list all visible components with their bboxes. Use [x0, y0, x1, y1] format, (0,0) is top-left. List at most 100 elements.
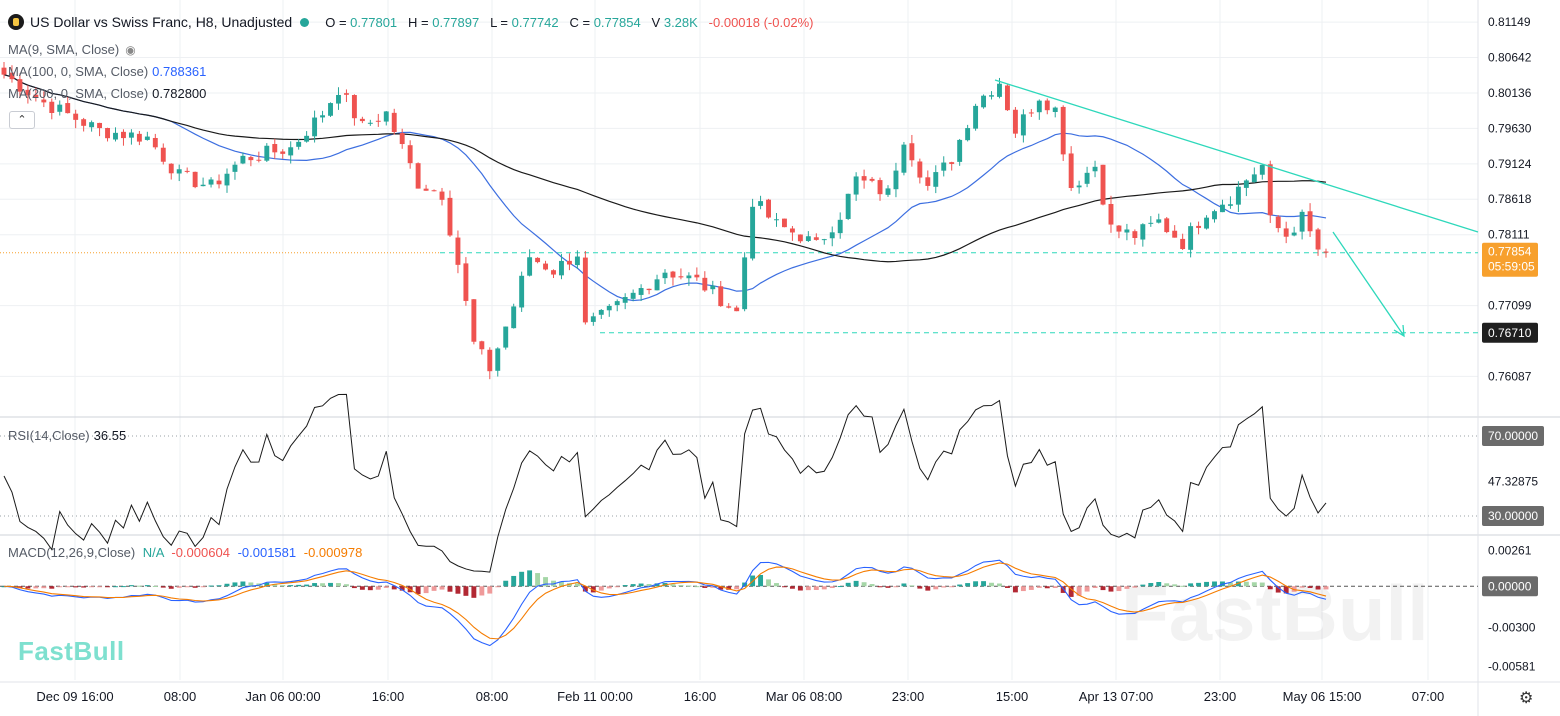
candle	[336, 87, 341, 110]
candle-body	[829, 232, 835, 239]
macd-hist-bar	[559, 581, 564, 587]
candle-body	[797, 234, 803, 242]
candle-body	[113, 132, 118, 140]
candle-body	[168, 163, 174, 174]
hidden-eye-icon[interactable]: ◉	[125, 43, 136, 57]
macd-hist-bar	[1020, 586, 1026, 592]
macd-hist-bar	[933, 586, 939, 590]
macd-hist-bar	[160, 586, 166, 588]
candle-body	[662, 272, 668, 279]
candle	[503, 326, 509, 350]
candle-body	[17, 79, 23, 92]
macd-hist-bar	[296, 584, 302, 587]
macd-hist-bar	[375, 586, 381, 590]
candle	[232, 161, 238, 180]
candle	[423, 184, 429, 191]
candle-body	[686, 275, 692, 279]
candle-body	[654, 279, 660, 291]
candle-body	[1044, 100, 1050, 111]
macd-hist-bar	[41, 586, 47, 589]
projection-arrow-line	[1332, 231, 1405, 337]
macd-hist-bar	[861, 582, 867, 587]
macd-hist-bar	[1259, 582, 1265, 587]
candle	[1108, 195, 1114, 233]
candle-body	[614, 301, 620, 306]
candle-body	[885, 188, 891, 195]
candle	[447, 190, 453, 237]
macd-hist-bar	[813, 586, 819, 590]
ma200-legend[interactable]: MA(200, 0, SMA, Close) 0.782800	[8, 86, 206, 101]
candle	[184, 167, 190, 174]
gear-icon[interactable]: ⚙	[1519, 690, 1534, 707]
time-tick-label: 15:00	[996, 689, 1029, 704]
time-tick-label: 07:00	[1412, 689, 1445, 704]
candle-body	[973, 105, 979, 129]
macd-hist-bar	[1060, 586, 1066, 593]
candle	[885, 185, 891, 197]
candle-body	[224, 173, 230, 186]
ma100-legend[interactable]: MA(100, 0, SMA, Close) 0.788361	[8, 64, 206, 79]
macd-hist-bar	[304, 584, 310, 587]
collapse-legend-button[interactable]: ⌃	[9, 111, 35, 129]
candle	[511, 303, 517, 329]
candle-body	[997, 83, 1002, 97]
candle-body	[566, 260, 572, 265]
candle	[248, 155, 254, 167]
macd-hist-bar	[543, 577, 548, 587]
macd-hist-bar	[351, 586, 357, 589]
macd-hist-bar	[758, 574, 764, 587]
candle	[359, 116, 365, 124]
symbol-title[interactable]: US Dollar vs Swiss Franc, H8, Unadjusted	[30, 14, 293, 30]
macd-hist-bar	[782, 586, 787, 588]
candle-body	[606, 305, 612, 311]
candle-body	[853, 176, 859, 195]
macd-hist-bar	[1172, 584, 1178, 587]
candles	[1, 61, 1329, 380]
candle	[742, 252, 748, 312]
candle-body	[638, 288, 644, 295]
macd-hist-bar	[829, 586, 835, 589]
candle-body	[423, 188, 429, 191]
candle	[1196, 221, 1202, 235]
macd-hist-bar	[885, 586, 891, 588]
macd-hist-bar	[65, 586, 71, 588]
candle	[718, 280, 724, 307]
candle	[41, 91, 47, 108]
candle	[901, 141, 907, 176]
rsi-legend[interactable]: RSI(14,Close) 36.55	[8, 428, 126, 443]
macd-hist-bar	[49, 586, 55, 589]
macd-hist-bar	[1267, 586, 1273, 590]
candle-body	[495, 348, 501, 371]
candle	[17, 73, 23, 99]
candle	[97, 122, 103, 137]
candle	[670, 270, 676, 286]
candle-body	[1204, 217, 1209, 229]
macd-hist-bar	[845, 582, 851, 587]
candle-body	[1188, 226, 1194, 250]
candle-body	[97, 122, 103, 129]
candle	[296, 139, 302, 150]
candle	[1299, 209, 1305, 240]
time-tick-label: Feb 11 00:00	[557, 689, 633, 704]
candle-body	[503, 326, 509, 348]
ma9-legend[interactable]: MA(9, SMA, Close) ◉	[8, 42, 136, 57]
macd-hist-bar	[121, 586, 126, 588]
candle-body	[893, 170, 899, 190]
candle-body	[65, 103, 71, 114]
macd-hist-bar	[503, 580, 509, 587]
macd-hist-bar	[901, 583, 907, 587]
candle-body	[766, 199, 771, 218]
candle	[351, 94, 357, 126]
macd-axis: 0.00261 0.00000 -0.00300 -0.00581	[1482, 543, 1538, 673]
candle	[622, 293, 628, 310]
candle	[121, 129, 126, 146]
macd-hist-bar	[232, 582, 238, 587]
macd-tick-label: 0.00261	[1488, 543, 1532, 557]
candle-body	[511, 306, 517, 329]
macd-legend[interactable]: MACD(12,26,9,Close) N/A -0.000604 -0.001…	[8, 545, 362, 560]
candle	[487, 347, 493, 380]
candle-body	[1028, 112, 1034, 114]
candle-body	[1164, 218, 1170, 233]
macd-hist-bar	[869, 584, 875, 587]
